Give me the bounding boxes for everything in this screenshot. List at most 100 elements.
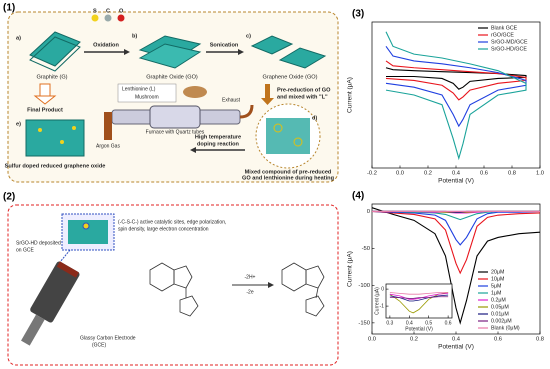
arrow-head xyxy=(261,98,274,105)
legend-label: SrGO-HD/GCE xyxy=(491,46,527,52)
caption: -2e xyxy=(246,289,253,295)
x-tick-label: 0.6 xyxy=(445,320,452,326)
y-tick-label: -50 xyxy=(362,246,370,252)
series-line xyxy=(389,292,449,314)
step-text: High temperature xyxy=(195,134,241,140)
series-line xyxy=(389,296,449,299)
caption: Exhaust xyxy=(222,97,241,103)
legend-label: Blank (0μM) xyxy=(491,325,520,331)
legend-label: 0.002μM xyxy=(491,318,512,324)
series-line xyxy=(385,31,527,161)
x-tick-label: 1.0 xyxy=(536,171,544,177)
atom-icon xyxy=(104,14,112,22)
caption: Graphite Oxide (GO) xyxy=(146,74,198,80)
step-text: Oxidation xyxy=(93,42,119,48)
panel-label: (4) xyxy=(352,191,364,202)
arrow xyxy=(39,83,51,97)
y-tick-label: -1 xyxy=(380,303,385,309)
legend-label: 20μM xyxy=(491,269,504,275)
series-line xyxy=(389,294,449,302)
arrow xyxy=(265,84,270,98)
atom-label: O xyxy=(119,8,124,14)
arrow-head xyxy=(190,147,196,153)
furnace xyxy=(149,105,201,129)
product-molecule xyxy=(281,262,325,317)
caption: Sulfur doped reduced graphene oxide xyxy=(5,163,106,169)
legend-label: 0.2μM xyxy=(491,297,506,303)
step-label: c) xyxy=(246,33,251,39)
series-line xyxy=(389,292,449,300)
legend-label: 5μM xyxy=(491,283,501,289)
atom-label: C xyxy=(106,8,110,14)
lenthionine-box xyxy=(117,83,177,103)
step-label: d) xyxy=(312,115,317,121)
x-tick-label: 0.0 xyxy=(368,337,376,343)
y-tick-label: 0 xyxy=(367,209,370,215)
arrow-head xyxy=(268,282,274,288)
arrow-head xyxy=(124,49,130,55)
step-text: doping reaction xyxy=(197,141,240,147)
arrow-head xyxy=(33,95,57,105)
pipe xyxy=(239,104,254,119)
ring-icon xyxy=(293,137,303,147)
caption: on GCE xyxy=(16,247,34,253)
x-tick-label: 0.6 xyxy=(480,171,488,177)
caption: Argon Gas xyxy=(96,143,120,149)
go-sheet xyxy=(138,43,202,69)
ring xyxy=(173,265,193,289)
caption: Graphite (G) xyxy=(36,74,67,80)
legend-label: 1μM xyxy=(491,290,501,296)
arrow-head xyxy=(238,49,244,55)
bond xyxy=(315,287,319,299)
series-line xyxy=(371,210,541,275)
x-tick-label: 0.4 xyxy=(452,337,461,343)
caption: (GCE) xyxy=(92,342,107,348)
atom-icon xyxy=(60,140,64,144)
plot-area xyxy=(385,283,453,319)
step-text: Pre-reduction of GO xyxy=(277,87,331,93)
ring xyxy=(305,265,325,289)
x-tick-label: 0.4 xyxy=(452,171,461,177)
series-line xyxy=(385,46,527,128)
x-tick-label: 0.6 xyxy=(494,337,502,343)
step-text: Final Product xyxy=(27,107,63,113)
legend-label: SrGO-MD/GCE xyxy=(491,39,528,45)
panel-label: (1) xyxy=(3,3,15,14)
electrode-wire xyxy=(21,314,45,346)
atom-icon xyxy=(117,14,125,22)
series-line xyxy=(371,207,541,325)
graphite-sheet xyxy=(29,31,81,67)
x-tick-label: 0.2 xyxy=(410,337,418,343)
guanine-molecule xyxy=(149,262,199,317)
electrode-tip xyxy=(56,261,79,278)
x-tick-label: 0.3 xyxy=(386,320,393,326)
caption: Glassy Carbon Electrode xyxy=(80,335,136,341)
y-tick-label: -150 xyxy=(358,320,370,326)
x-axis-label: Potential (V) xyxy=(438,344,474,351)
plot-area xyxy=(371,21,541,169)
caption: spin density, large electron concentrati… xyxy=(118,226,209,232)
caption: Graphene Oxide (GO) xyxy=(262,74,317,80)
mushroom-icon xyxy=(183,86,207,98)
step-label: a) xyxy=(16,35,21,41)
gas-line xyxy=(104,112,112,140)
y-axis-label: Current (μA) xyxy=(374,287,380,315)
panel-label: (3) xyxy=(352,9,364,20)
ggo-sheet xyxy=(278,47,327,69)
caption: Lenthionine (L) xyxy=(122,86,156,92)
y-axis-label: Current (μA) xyxy=(347,77,354,113)
atom-icon xyxy=(72,126,76,130)
caption: Furnace with Quartz tubes xyxy=(146,129,205,135)
x-tick-label: 0.0 xyxy=(396,171,404,177)
ring xyxy=(179,295,199,317)
y-tick-label: 0 xyxy=(381,286,384,292)
atom-icon xyxy=(38,128,42,132)
legend-label: 0.05μM xyxy=(491,304,509,310)
mixed-sheet xyxy=(266,118,310,154)
caption: GO and lenthionine during heating xyxy=(242,175,335,181)
electrode xyxy=(21,261,80,346)
ggo-sheet xyxy=(250,35,294,55)
caption: SrGO-HD deposited xyxy=(16,240,61,246)
series-line xyxy=(385,60,527,101)
step-text: and mixed with "L" xyxy=(277,94,328,100)
